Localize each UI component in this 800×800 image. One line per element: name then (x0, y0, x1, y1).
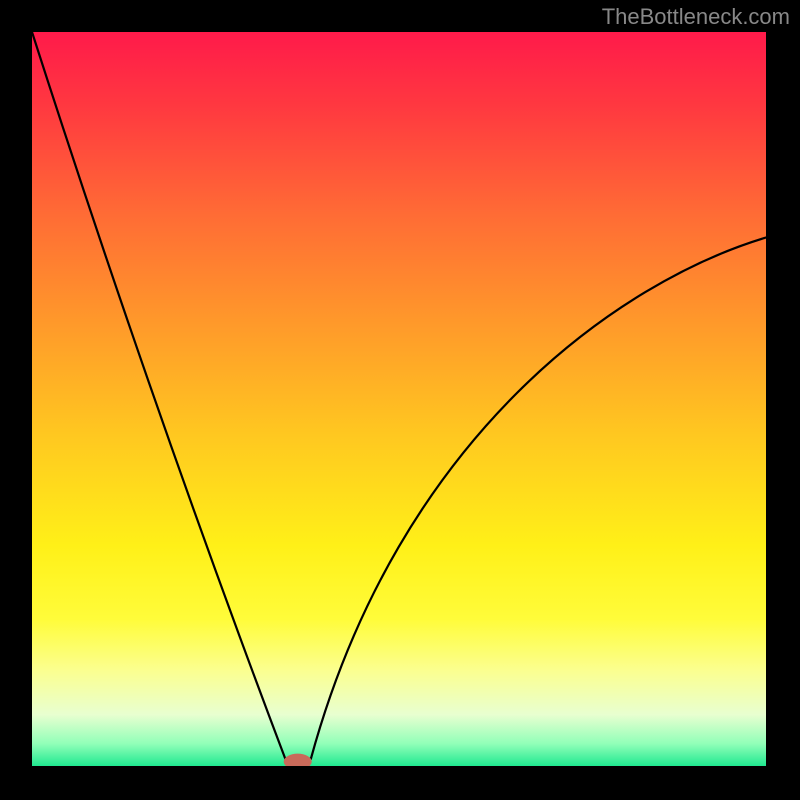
gradient-background (32, 32, 766, 766)
plot-area (32, 32, 766, 766)
watermark-text: TheBottleneck.com (602, 4, 790, 30)
plot-svg (32, 32, 766, 766)
chart-container: TheBottleneck.com (0, 0, 800, 800)
